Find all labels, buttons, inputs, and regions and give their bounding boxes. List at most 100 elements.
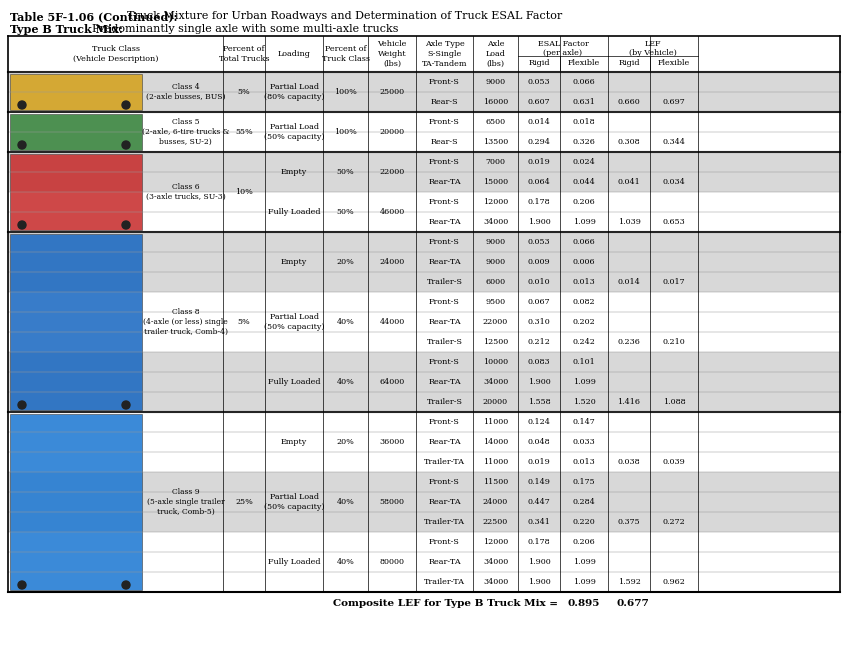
Text: Empty: Empty (281, 258, 307, 266)
Text: Table 5F-1.06 (Continued):: Table 5F-1.06 (Continued): (10, 11, 178, 22)
Text: Front-S: Front-S (429, 418, 460, 426)
Text: 25%: 25% (235, 498, 253, 506)
Circle shape (18, 581, 26, 589)
Text: 1.039: 1.039 (617, 218, 640, 226)
Text: 0.677: 0.677 (617, 599, 650, 609)
Text: 100%: 100% (334, 128, 357, 136)
Text: 5%: 5% (238, 318, 251, 326)
Circle shape (122, 401, 130, 409)
Text: 12500: 12500 (483, 338, 508, 346)
Text: 24000: 24000 (379, 258, 405, 266)
Text: 0.272: 0.272 (662, 518, 685, 526)
Text: 0.284: 0.284 (573, 498, 595, 506)
Text: Truck Mixture for Urban Roadways and Determination of Truck ESAL Factor: Truck Mixture for Urban Roadways and Det… (120, 11, 562, 21)
Text: 0.017: 0.017 (662, 278, 685, 286)
Text: 0.009: 0.009 (528, 258, 551, 266)
Bar (8, 452, 840, 472)
Text: 0.653: 0.653 (662, 218, 685, 226)
Bar (8, 92, 840, 112)
Bar (8, 572, 840, 592)
Text: 0.607: 0.607 (528, 98, 551, 106)
Circle shape (18, 401, 26, 409)
Bar (8, 492, 840, 512)
Text: 0.202: 0.202 (573, 318, 595, 326)
Text: 15000: 15000 (483, 178, 508, 186)
Text: Rear-S: Rear-S (430, 98, 458, 106)
Text: 0.341: 0.341 (528, 518, 551, 526)
Text: Rear-TA: Rear-TA (429, 498, 461, 506)
Text: 0.697: 0.697 (662, 98, 685, 106)
Text: 58000: 58000 (379, 498, 405, 506)
Text: 1.900: 1.900 (528, 378, 551, 386)
Text: Rear-TA: Rear-TA (429, 558, 461, 566)
Text: Truck Class
(Vehicle Description): Truck Class (Vehicle Description) (73, 45, 158, 63)
Text: 1.099: 1.099 (573, 578, 595, 586)
Circle shape (18, 141, 26, 149)
Text: Front-S: Front-S (429, 238, 460, 246)
Text: 1.900: 1.900 (528, 218, 551, 226)
Text: 24000: 24000 (483, 498, 508, 506)
Text: 0.053: 0.053 (528, 78, 551, 86)
Text: 0.064: 0.064 (528, 178, 551, 186)
Text: 0.034: 0.034 (662, 178, 685, 186)
Text: 1.900: 1.900 (528, 558, 551, 566)
Text: Class 8
(4-axle (or less) single
trailer truck, Comb-4): Class 8 (4-axle (or less) single trailer… (143, 308, 228, 336)
Bar (8, 252, 840, 272)
Text: Trailer-TA: Trailer-TA (424, 518, 465, 526)
Text: Rear-TA: Rear-TA (429, 378, 461, 386)
Text: Rear-TA: Rear-TA (429, 318, 461, 326)
Circle shape (122, 101, 130, 109)
Text: Front-S: Front-S (429, 298, 460, 306)
Text: 0.082: 0.082 (573, 298, 595, 306)
Text: 0.067: 0.067 (528, 298, 551, 306)
Text: 9000: 9000 (485, 78, 506, 86)
Text: Trailer-TA: Trailer-TA (424, 578, 465, 586)
Text: 0.041: 0.041 (617, 178, 640, 186)
Text: Rear-TA: Rear-TA (429, 218, 461, 226)
Text: Partial Load
(50% capacity): Partial Load (50% capacity) (263, 123, 324, 141)
Text: Class 4
(2-axle busses, BUS): Class 4 (2-axle busses, BUS) (146, 83, 225, 101)
Text: Rear-TA: Rear-TA (429, 438, 461, 446)
Text: 9000: 9000 (485, 238, 506, 246)
Bar (8, 532, 840, 552)
Text: 5%: 5% (238, 88, 251, 96)
Bar (8, 292, 840, 312)
Text: 0.660: 0.660 (617, 98, 640, 106)
Text: 34000: 34000 (483, 218, 508, 226)
Text: 0.447: 0.447 (528, 498, 551, 506)
Text: 34000: 34000 (483, 378, 508, 386)
Circle shape (122, 221, 130, 229)
Text: 25000: 25000 (379, 88, 405, 96)
Text: Empty: Empty (281, 438, 307, 446)
Bar (8, 132, 840, 152)
Text: 0.013: 0.013 (573, 278, 595, 286)
Text: 0.895: 0.895 (567, 599, 601, 609)
Text: 100%: 100% (334, 88, 357, 96)
Bar (8, 412, 840, 432)
Circle shape (122, 581, 130, 589)
Text: 20%: 20% (336, 438, 354, 446)
Text: Trailer-S: Trailer-S (427, 338, 462, 346)
Text: Rear-S: Rear-S (430, 138, 458, 146)
Text: Loading: Loading (278, 50, 311, 58)
Text: Trailer-S: Trailer-S (427, 398, 462, 406)
Bar (8, 392, 840, 412)
Text: Rigid: Rigid (618, 59, 639, 67)
Text: Partial Load
(80% capacity): Partial Load (80% capacity) (263, 83, 324, 101)
Text: 1.520: 1.520 (573, 398, 595, 406)
Text: 0.038: 0.038 (617, 458, 640, 466)
Text: 1.088: 1.088 (662, 398, 685, 406)
Bar (8, 152, 840, 172)
Text: 22500: 22500 (483, 518, 508, 526)
Text: 0.083: 0.083 (528, 358, 551, 366)
Text: 10%: 10% (235, 188, 253, 196)
Text: 0.147: 0.147 (573, 418, 595, 426)
Text: Axle Type
S-Single
TA-Tandem: Axle Type S-Single TA-Tandem (422, 40, 468, 68)
Text: Rear-TA: Rear-TA (429, 178, 461, 186)
Text: 0.010: 0.010 (528, 278, 551, 286)
Text: 0.962: 0.962 (662, 578, 685, 586)
Text: Class 6
(3-axle trucks, SU-3): Class 6 (3-axle trucks, SU-3) (146, 183, 225, 201)
Text: 11000: 11000 (483, 418, 508, 426)
Text: LEF: LEF (645, 40, 662, 48)
Bar (8, 432, 840, 452)
